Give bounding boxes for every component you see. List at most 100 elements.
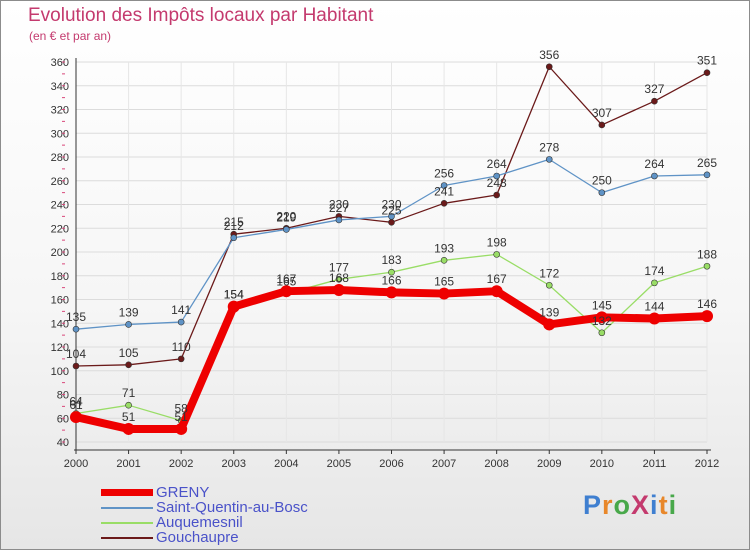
y-tick-label: 80	[57, 390, 69, 402]
x-tick-label: 2001	[116, 458, 140, 470]
data-point	[651, 279, 658, 287]
data-point	[545, 63, 553, 71]
data-point	[598, 329, 606, 337]
data-point	[388, 268, 395, 276]
data-point	[175, 422, 188, 435]
data-label: 220	[276, 209, 296, 223]
data-point	[598, 121, 606, 129]
data-point	[651, 172, 658, 180]
data-point	[648, 312, 661, 325]
y-tick-label: 120	[51, 342, 69, 354]
data-point	[440, 257, 448, 264]
data-point	[332, 284, 345, 296]
legend-label: Auquemesnil	[156, 514, 243, 531]
data-point	[493, 251, 500, 258]
data-label: 146	[697, 297, 717, 311]
y-tick-label: 140	[51, 318, 69, 330]
data-label: 105	[119, 346, 139, 360]
legend-label: GRENY	[156, 484, 210, 501]
data-label: 307	[592, 106, 612, 120]
logo-letter: o	[613, 490, 632, 520]
data-point	[280, 285, 293, 298]
data-label: 230	[329, 197, 349, 211]
logo-letter: r	[602, 490, 614, 520]
data-point	[122, 422, 135, 435]
logo-letter: X	[631, 490, 651, 520]
data-point	[703, 262, 711, 270]
data-point	[283, 226, 290, 233]
logo-letter: t	[658, 490, 669, 520]
x-tick-label: 2009	[537, 458, 561, 470]
data-point	[545, 281, 553, 289]
data-label: 256	[434, 167, 454, 181]
y-tick-label: 260	[51, 176, 69, 188]
data-label: 174	[644, 264, 664, 278]
data-point	[125, 361, 132, 369]
data-label: 356	[539, 48, 559, 62]
data-label: 212	[224, 219, 244, 233]
data-label: 61	[69, 398, 83, 412]
x-tick-label: 2002	[169, 458, 193, 470]
data-point	[651, 97, 658, 105]
y-tick-label: 240	[51, 200, 69, 212]
x-tick-label: 2005	[327, 458, 351, 470]
data-label: 135	[66, 310, 86, 324]
data-label: 104	[66, 347, 86, 361]
data-label: 215	[224, 215, 244, 229]
x-tick-label: 2004	[274, 458, 298, 470]
y-tick-label: 200	[51, 247, 69, 259]
data-label: 327	[644, 82, 664, 96]
data-label: 144	[644, 300, 664, 314]
data-label: 132	[592, 314, 612, 328]
data-point	[335, 216, 343, 224]
y-tick-label: 340	[51, 81, 69, 93]
data-label: 154	[224, 288, 244, 302]
data-point	[490, 285, 503, 298]
logo-letter: i	[668, 490, 678, 520]
x-tick-label: 2003	[222, 458, 246, 470]
data-point	[440, 200, 448, 207]
data-label: 188	[697, 247, 717, 261]
data-point	[70, 411, 82, 424]
logo-letter: P	[583, 490, 603, 520]
y-tick-label: 300	[51, 128, 69, 140]
data-point	[595, 311, 608, 324]
y-tick-label: 360	[51, 57, 69, 69]
data-point	[177, 318, 185, 326]
data-label: 193	[434, 241, 454, 255]
data-point	[493, 191, 500, 199]
data-label: 71	[122, 386, 136, 400]
x-tick-label: 2011	[643, 458, 667, 470]
legend-swatch	[101, 522, 153, 524]
data-point	[493, 172, 500, 180]
data-point	[227, 300, 240, 313]
data-point	[701, 310, 713, 323]
data-label: 278	[539, 140, 559, 154]
legend-swatch	[101, 489, 153, 496]
data-label: 64	[69, 395, 83, 409]
data-label: 198	[487, 235, 507, 249]
y-tick-label: 320	[51, 105, 69, 117]
data-point	[703, 69, 711, 76]
data-label: 166	[381, 273, 401, 287]
data-point	[703, 171, 711, 179]
data-point	[388, 213, 395, 220]
data-point	[385, 286, 398, 299]
data-label: 177	[329, 260, 349, 274]
data-label: 51	[122, 410, 136, 424]
data-label: 141	[171, 303, 191, 317]
data-label: 230	[381, 197, 401, 211]
legend-swatch	[101, 537, 153, 539]
legend-label: Gouchaupre	[156, 529, 239, 546]
data-label: 250	[592, 174, 612, 188]
x-tick-label: 2010	[590, 458, 614, 470]
x-tick-label: 2008	[484, 458, 508, 470]
data-label: 227	[329, 201, 349, 215]
data-label: 145	[592, 298, 612, 312]
data-label: 165	[276, 275, 296, 289]
y-tick-label: 40	[57, 437, 69, 449]
y-tick-label: 160	[51, 295, 69, 307]
chart-subtitle: (en € et par an)	[29, 29, 112, 43]
